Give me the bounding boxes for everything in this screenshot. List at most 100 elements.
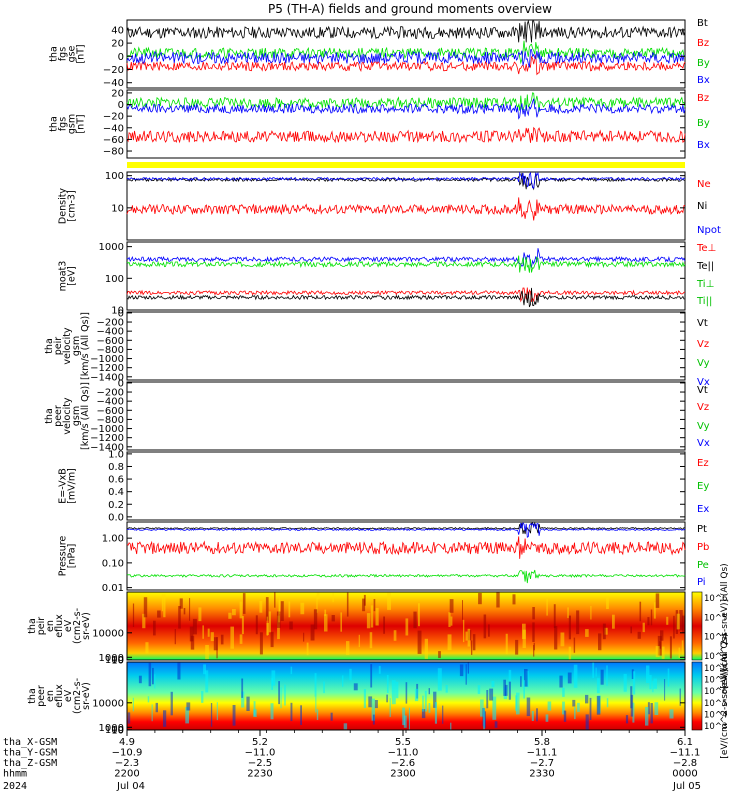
legend-entry: Pe (697, 560, 709, 571)
spectrogram-streak (241, 616, 244, 635)
spectrogram-streak (405, 618, 409, 636)
spectrogram-streak (523, 680, 525, 699)
spectrogram-streak (424, 690, 427, 712)
x-row-value: −2.3 (115, 758, 139, 769)
panel-frame (126, 591, 686, 661)
y-axis-label: sr-eV) (81, 682, 92, 710)
legend-entry: Vz (697, 402, 709, 413)
spectrogram-streak (547, 701, 552, 711)
spectrogram-streak (205, 645, 209, 660)
x-row-value: 4.9 (119, 737, 135, 748)
y-axis-label: sr-eV) (81, 612, 92, 640)
y-axis-label: Pressure (58, 536, 69, 577)
spectrogram-streak (228, 612, 232, 619)
panel-3: 100 10 Density[cm-3] Ne Ni Npot (58, 171, 721, 241)
spectrogram-streak (450, 616, 453, 626)
y-axis-label: gsm (71, 406, 82, 426)
spectrogram-streak (268, 611, 271, 633)
y-tick-label: −600 (97, 406, 124, 417)
y-axis-label: tha (44, 408, 55, 424)
spectrogram-streak (185, 707, 189, 724)
legend-entry: Bx (697, 140, 710, 151)
spectrogram-streak (652, 680, 654, 693)
spectrogram-streak (524, 669, 528, 687)
y-axis-label: en (45, 690, 56, 702)
y-tick-label: 1.0 (108, 449, 124, 460)
plot-title: P5 (TH-A) fields and ground moments over… (268, 2, 552, 16)
spectrogram-streak (428, 688, 430, 695)
spectrogram-streak (600, 669, 604, 685)
spectrogram-streak (598, 633, 602, 651)
spectrogram-streak (324, 614, 328, 632)
spectrogram-streak (448, 612, 451, 627)
y-tick-label: −1400 (90, 372, 124, 383)
spectrogram-streak (445, 685, 448, 693)
y-tick-label: 100 (105, 171, 124, 182)
spectrogram-streak (508, 669, 512, 681)
spectrogram-streak (536, 708, 538, 722)
colorbar-title: [eV/(cm^2-s-sr-eV)] (All Qs) (720, 633, 730, 758)
spectrogram-streak (242, 593, 246, 614)
y-tick-label: 0 (118, 378, 124, 389)
spectrogram-streak (632, 671, 636, 695)
spectrogram-streak (576, 610, 580, 635)
colorbar-tick-label: 10^5 (704, 699, 727, 709)
spectrogram-streak (596, 696, 601, 715)
spectrogram-streak (373, 599, 376, 612)
spectrogram-streak (573, 637, 576, 653)
panels: 40200−20−40thafgsgse[nT]BtBzByBx200−20−4… (27, 18, 730, 759)
spectrogram-streak (545, 714, 549, 722)
y-axis-label: peer (53, 405, 64, 427)
spectrogram-streak (560, 632, 565, 647)
spectrogram-streak (673, 615, 675, 639)
y-tick-label: 100 (105, 274, 124, 285)
spectrogram-streak (623, 673, 627, 692)
spectrogram-streak (650, 609, 653, 626)
y-tick-label: −1400 (90, 442, 124, 453)
spectrogram-streak (259, 632, 263, 655)
spectrogram-streak (374, 700, 378, 709)
y-axis-label: [km/s (All Qs)] (80, 312, 91, 380)
spectrogram-streak (366, 613, 371, 629)
x-row-value: −11.1 (670, 748, 701, 759)
x-row-value: −11.0 (245, 748, 276, 759)
spectrogram-streak (595, 667, 597, 677)
spectrogram-streak (589, 697, 592, 720)
spectrogram-streak (155, 702, 158, 713)
spectrogram-streak (678, 647, 680, 658)
spectrogram-streak (532, 622, 535, 642)
spectrogram-streak (310, 624, 315, 641)
spectrogram-streak (284, 684, 286, 706)
spectrogram-streak (531, 711, 534, 721)
spectrogram-streak (632, 702, 635, 723)
spectrogram-streak (630, 686, 633, 709)
y-axis-label: [km/s (All Qs)] (80, 382, 91, 450)
y-tick-label: −80 (103, 147, 124, 158)
spectrogram-streak (512, 594, 516, 605)
spectrogram-streak (190, 635, 195, 650)
spectrogram-streak (465, 664, 467, 685)
spectrogram-streak (346, 592, 349, 617)
spectrogram-streak (508, 681, 511, 700)
spectrogram-streak (532, 607, 535, 620)
y-tick-label: −800 (97, 415, 124, 426)
date-start-label: Jul 04 (116, 781, 145, 792)
spectrogram-streak (418, 603, 420, 627)
spectrogram-streak (442, 705, 444, 724)
spectrogram-streak (363, 689, 366, 708)
spectrogram-streak (417, 630, 422, 654)
spectrogram-streak (132, 697, 134, 712)
series-line-Bz (126, 54, 686, 76)
year-label: 2024 (3, 781, 27, 792)
spectrogram-streak (484, 711, 486, 729)
spectrogram-streak (568, 615, 571, 640)
panel-frame (126, 171, 686, 241)
spectrogram-streak (650, 703, 653, 724)
y-tick-label: 1.00 (102, 534, 124, 545)
y-tick-label: 0.4 (108, 487, 124, 498)
spectrogram-streak (647, 702, 650, 715)
spectrogram-streak (573, 664, 578, 688)
y-axis-label: [nPa] (67, 544, 78, 569)
y-tick-label: −60 (103, 135, 124, 146)
